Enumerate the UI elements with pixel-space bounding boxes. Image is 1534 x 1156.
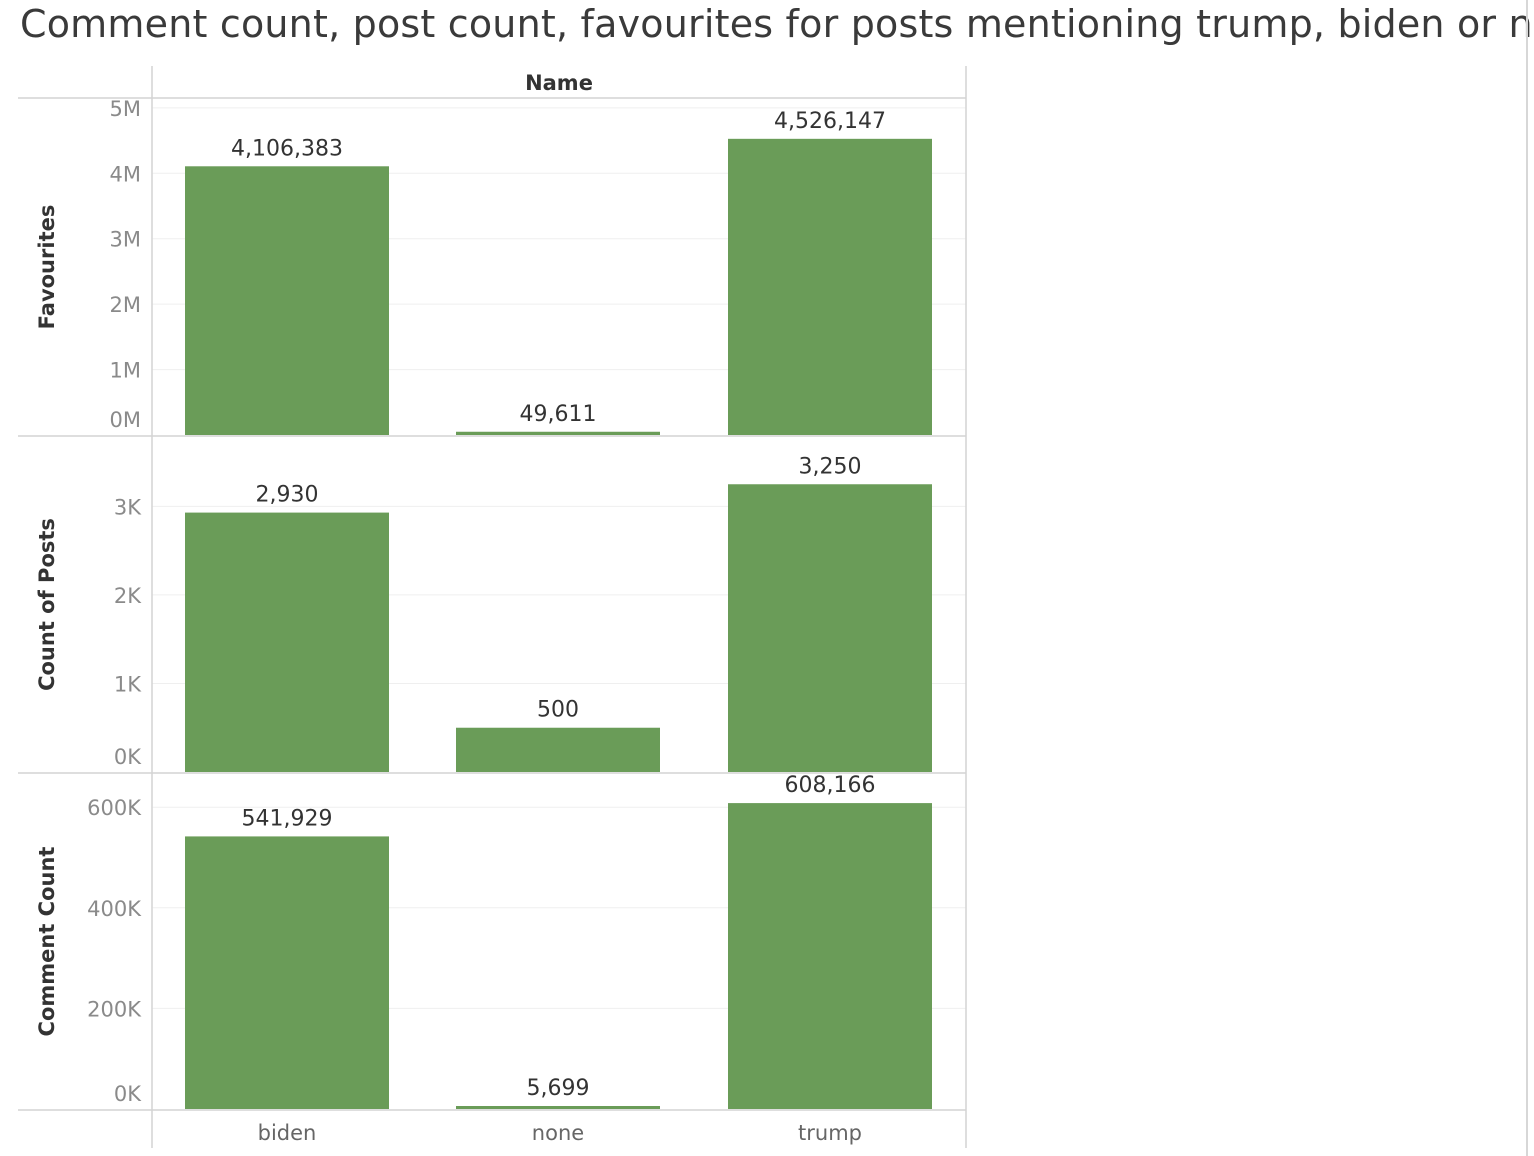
- y-tick-label: 1M: [110, 359, 141, 383]
- y-tick-label: 3M: [110, 228, 141, 252]
- data-label: 2,930: [256, 483, 319, 508]
- bar-none: [456, 727, 660, 772]
- right-border: [1526, 0, 1528, 1156]
- data-label: 4,106,383: [231, 136, 343, 161]
- x-category-label: none: [532, 1121, 584, 1145]
- data-label: 608,166: [785, 773, 876, 798]
- y-tick-label: 400K: [87, 897, 142, 921]
- bar-trump: [728, 484, 932, 772]
- chart-title: Comment count, post count, favourites fo…: [20, 2, 1534, 46]
- y-tick-label: 4M: [110, 162, 141, 186]
- y-tick-label: 5M: [110, 97, 141, 121]
- data-label: 4,526,147: [774, 109, 886, 134]
- y-tick-label: 1K: [114, 672, 142, 696]
- y-tick-label: 0K: [114, 745, 142, 769]
- y-axis-title: Comment Count: [35, 847, 59, 1037]
- bar-trump: [728, 138, 932, 435]
- data-label: 3,250: [799, 454, 862, 479]
- data-label: 5,699: [527, 1076, 590, 1101]
- x-category-label: biden: [258, 1121, 317, 1145]
- y-tick-label: 3K: [114, 495, 142, 519]
- data-label: 541,929: [242, 806, 333, 831]
- x-category-label: trump: [798, 1121, 862, 1145]
- bar-trump: [728, 803, 932, 1109]
- y-tick-label: 2M: [110, 293, 141, 317]
- bar-biden: [185, 512, 389, 772]
- y-tick-label: 600K: [87, 796, 142, 820]
- bar-biden: [185, 836, 389, 1109]
- bar-none: [456, 431, 660, 435]
- y-tick-label: 0K: [114, 1082, 142, 1106]
- y-axis-title: Favourites: [35, 205, 59, 330]
- y-tick-label: 2K: [114, 584, 142, 608]
- bar-biden: [185, 166, 389, 435]
- y-axis-title: Count of Posts: [35, 518, 59, 691]
- y-tick-label: 200K: [87, 997, 142, 1021]
- data-label: 500: [537, 698, 579, 723]
- column-header: Name: [525, 71, 593, 95]
- y-tick-label: 0M: [110, 408, 141, 432]
- bar-none: [456, 1106, 660, 1109]
- data-label: 49,611: [520, 402, 597, 427]
